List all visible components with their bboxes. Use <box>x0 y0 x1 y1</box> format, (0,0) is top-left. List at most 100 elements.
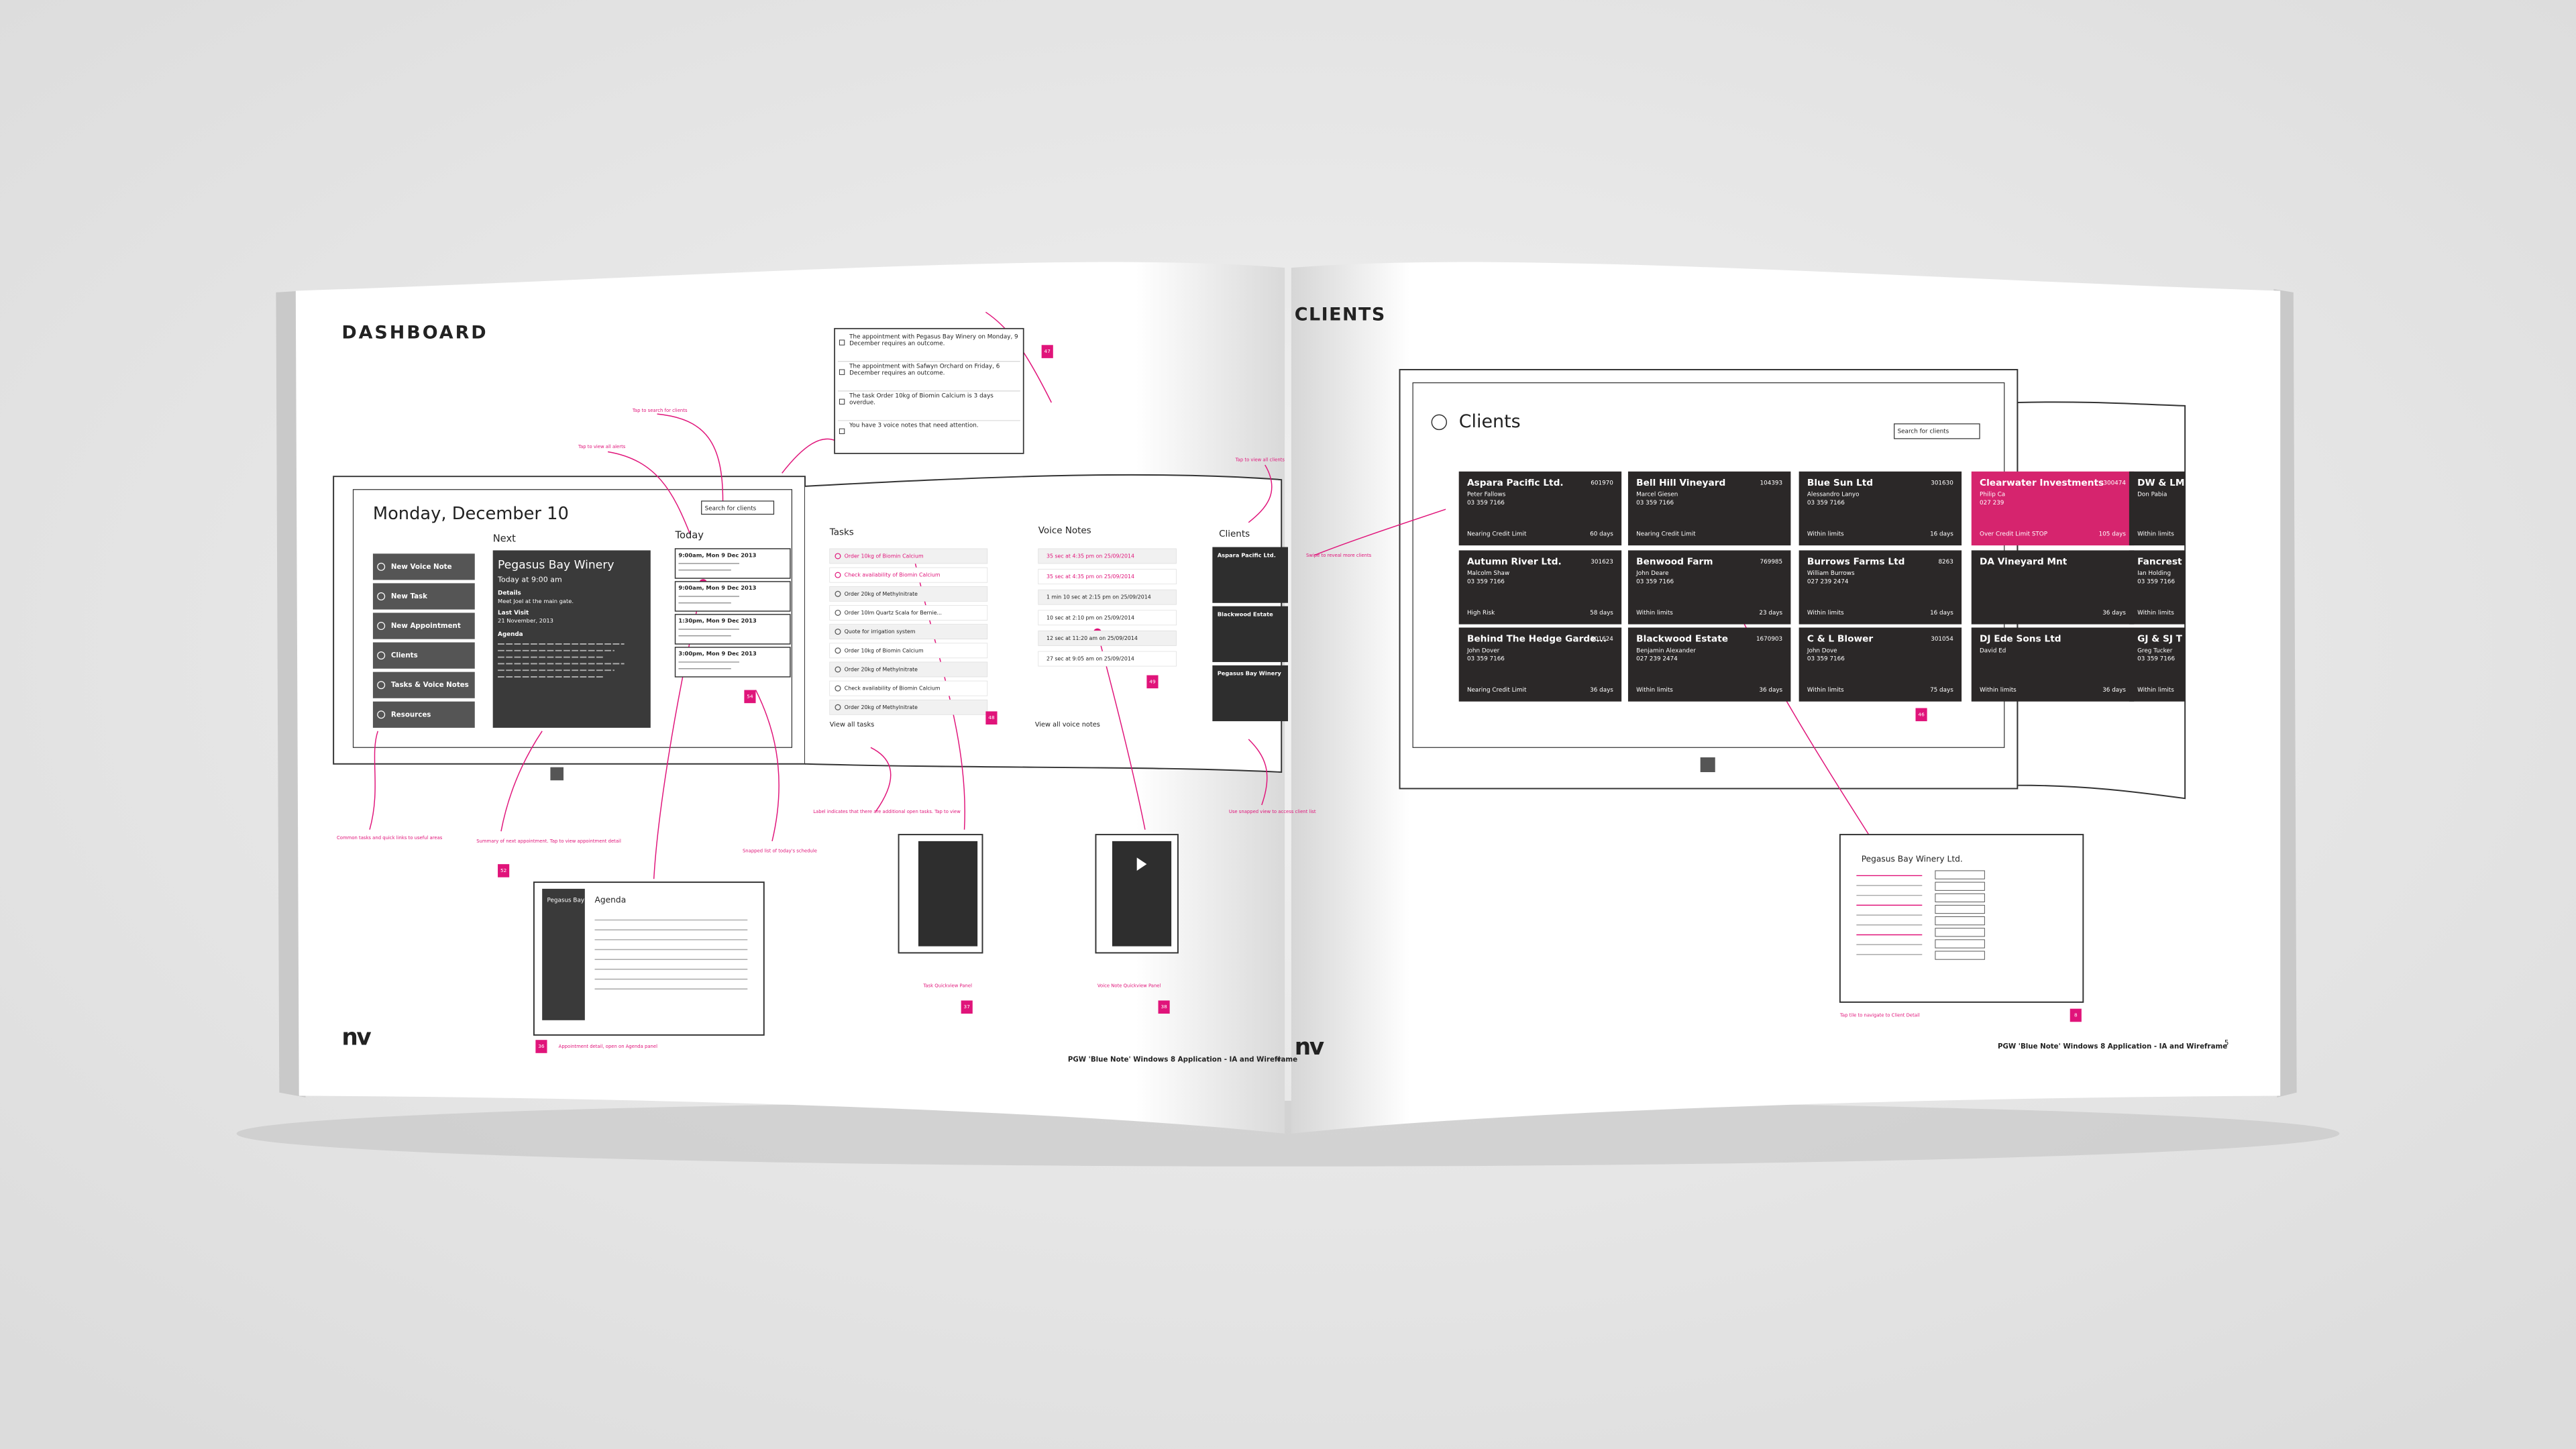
menu-tile[interactable] <box>372 642 475 669</box>
notification: The appointment with Pegasus Bay Winery … <box>849 333 1018 347</box>
badge-label: 52 <box>500 867 506 873</box>
menu-tile[interactable] <box>372 583 475 610</box>
badge <box>2070 1008 2082 1022</box>
tile-id: 8263 <box>1938 559 1953 566</box>
tile-grid: Aspara Pacific Ltd. 601970 Peter Fallows 03… <box>1458 471 2292 702</box>
menu-label: Tasks & Voice Notes <box>391 681 469 689</box>
next-card[interactable] <box>492 550 651 728</box>
tile-status: Within limits <box>1807 610 1844 616</box>
menu-tile[interactable] <box>372 553 475 580</box>
client-tile[interactable] <box>1627 627 1791 702</box>
link[interactable]: View all voice notes <box>1035 721 1100 729</box>
client-tile[interactable] <box>1799 627 1962 702</box>
task-row <box>829 624 988 640</box>
tile-days: 60 days <box>1590 531 1613 537</box>
task-check <box>835 609 841 616</box>
tile-name: DW & LM Pe <box>2137 478 2200 488</box>
search-box[interactable] <box>701 500 775 515</box>
tile-phone: 03 359 7166 <box>1467 578 1505 585</box>
badge <box>985 711 998 724</box>
client-tile[interactable] <box>2129 627 2292 702</box>
thumb-title: Agenda <box>595 896 627 905</box>
client-name: Pegasus Bay Winery <box>1218 670 1282 677</box>
client-mini-tile[interactable] <box>1212 547 1288 603</box>
tile-phone: 03 359 7166 <box>2137 578 2175 585</box>
tile-phone: 03 359 7166 <box>1807 656 1845 663</box>
page-title: CLIENTS <box>1295 305 1386 325</box>
card-title: Pegasus Bay Winery <box>498 558 614 572</box>
search-box[interactable] <box>1894 423 1980 439</box>
tile-status: Within limits <box>2137 531 2174 537</box>
client-tile[interactable] <box>1971 550 2135 625</box>
screen-outline <box>352 489 793 748</box>
windows-logo <box>550 767 564 781</box>
annotation: Summary of next appointment. Tap to view… <box>476 839 621 844</box>
menu-tile[interactable] <box>372 672 475 698</box>
client-tile[interactable] <box>1458 627 1622 702</box>
tile-contact: John Dove <box>1807 647 1837 654</box>
client-tile[interactable] <box>1627 550 1791 625</box>
task-text: Order 20kg of Methylnitrate <box>845 704 918 710</box>
notification-icon <box>839 369 845 375</box>
badge <box>1158 1000 1170 1014</box>
tile-phone: 03 359 7166 <box>1467 656 1505 663</box>
section-title: Clients <box>1219 529 1250 539</box>
placeholder-box <box>1935 939 1985 949</box>
client-tile[interactable] <box>1971 471 2135 546</box>
tile-name: C & L Blower <box>1807 634 1874 645</box>
tile-contact: David Ed <box>1980 647 2006 654</box>
badge-label: 46 <box>1918 711 1925 717</box>
task-text: Order 20kg of Methylnitrate <box>845 591 918 597</box>
client-mini-tile[interactable] <box>1212 606 1288 662</box>
link[interactable]: View all tasks <box>830 721 875 729</box>
voice-row <box>1038 569 1177 584</box>
menu-icon <box>377 592 386 600</box>
tile-status: Nearing Credit Limit <box>1636 531 1696 537</box>
task-text: Order 20kg of Methylnitrate <box>845 666 918 672</box>
tile-contact: Don Pabia <box>2137 492 2167 498</box>
task-row <box>829 699 988 715</box>
notification: You have 3 voice notes that need attenti… <box>849 422 979 429</box>
tile-days: 36 days <box>2102 687 2126 694</box>
task-check <box>835 629 841 635</box>
client-tile[interactable] <box>2129 471 2292 546</box>
menu-tile[interactable] <box>372 701 475 728</box>
client-tile[interactable] <box>1458 550 1622 625</box>
tile-name: DA Vineyard Mnt <box>1980 557 2068 568</box>
client-tile[interactable] <box>1799 471 1962 546</box>
annotation: Tap tile to navigate to Client Detail <box>1839 1012 1920 1018</box>
task-text: Quote for irrigation system <box>845 629 916 635</box>
tile-status: High Risk <box>1467 610 1495 616</box>
tile-id: 301630 <box>1931 480 1953 487</box>
menu-icon <box>377 622 386 631</box>
tile-status: Within limits <box>2137 610 2174 616</box>
tile-phone: 03 359 7166 <box>1467 500 1505 506</box>
client-name: Aspara Pacific Ltd. <box>1218 551 1276 558</box>
client-tile[interactable] <box>1799 550 1962 625</box>
client-tile[interactable] <box>1458 471 1622 546</box>
notification-text[interactable]: The appointment with Pegasus Bay Winery … <box>849 333 1018 347</box>
client-name: Blackwood Estate <box>1218 610 1273 617</box>
section-label: Next <box>493 533 516 544</box>
badge <box>961 1000 973 1014</box>
client-tile[interactable] <box>1627 471 1791 546</box>
thumb-title: Pegasus Bay Winery Ltd. <box>1862 854 1963 863</box>
quickview-panel <box>1112 841 1172 947</box>
search-placeholder: Search for clients <box>1898 428 1949 435</box>
card-label: Details <box>498 590 521 597</box>
notification-text[interactable]: The appointment with Safwyn Orchard on F… <box>849 363 1000 377</box>
notification-text[interactable]: The task Order 10kg of Biomin Calcium is… <box>849 392 994 407</box>
tile-days: 36 days <box>1759 687 1782 694</box>
notification-icon <box>839 398 845 405</box>
back-button[interactable] <box>1431 414 1448 431</box>
menu-tile[interactable] <box>372 612 475 639</box>
today-time: 9:00am, Mon 9 Dec 2013 <box>678 584 756 591</box>
notification-text[interactable]: You have 3 voice notes that need attenti… <box>849 422 979 429</box>
client-mini-tile[interactable] <box>1212 665 1288 722</box>
client-tile[interactable] <box>2129 550 2292 625</box>
task-row <box>829 605 988 621</box>
tile-name: Fancrest Este <box>2137 557 2208 568</box>
tile-status: Within limits <box>1807 531 1844 537</box>
client-tile[interactable] <box>1971 627 2135 702</box>
menu-label: New Task <box>391 592 428 600</box>
